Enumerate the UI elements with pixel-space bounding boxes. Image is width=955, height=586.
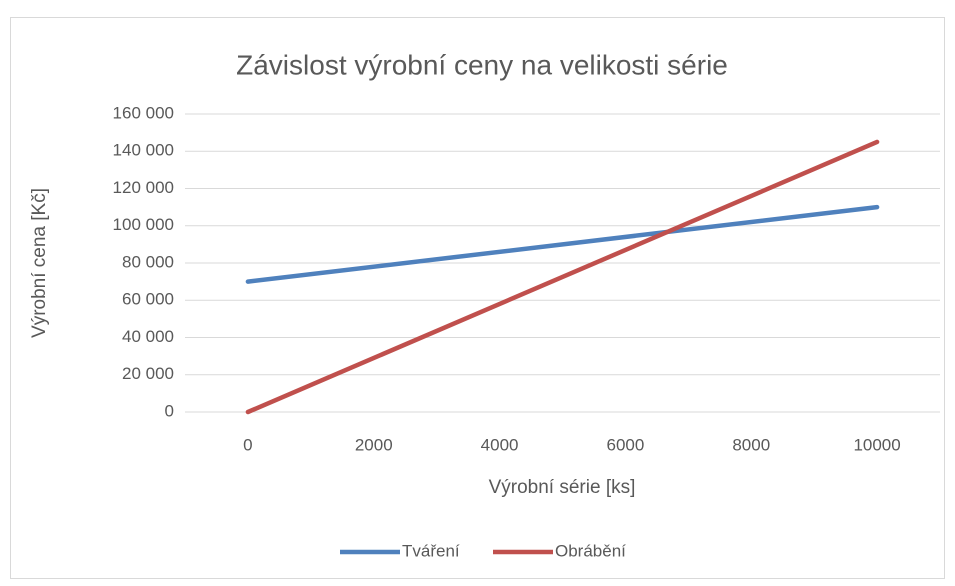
y-tick-label: 80 000: [122, 252, 174, 271]
x-tick-label: 6000: [607, 435, 645, 454]
data-line: [245, 139, 880, 415]
y-tick-label: 100 000: [113, 215, 174, 234]
y-tick-label: 40 000: [122, 327, 174, 346]
legend-label: Obrábění: [555, 541, 626, 560]
x-tick-label: 4000: [481, 435, 519, 454]
x-tick-label: 2000: [355, 435, 393, 454]
y-tick-label: 0: [165, 401, 174, 420]
x-tick-label: 8000: [732, 435, 770, 454]
y-tick-label: 20 000: [122, 364, 174, 383]
legend-label: Tváření: [402, 541, 460, 560]
y-tick-label: 120 000: [113, 178, 174, 197]
x-axis-label: Výrobní série [ks]: [489, 477, 636, 498]
x-tick-label: 0: [243, 435, 252, 454]
chart-title: Závislost výrobní ceny na velikosti séri…: [236, 49, 728, 80]
data-line: [245, 204, 880, 284]
chart-frame: [10, 17, 945, 579]
y-axis-label: Výrobní cena [Kč]: [29, 188, 50, 338]
y-tick-label: 140 000: [113, 141, 174, 160]
y-tick-label: 160 000: [113, 103, 174, 122]
y-tick-label: 60 000: [122, 290, 174, 309]
x-tick-label: 10000: [853, 435, 900, 454]
